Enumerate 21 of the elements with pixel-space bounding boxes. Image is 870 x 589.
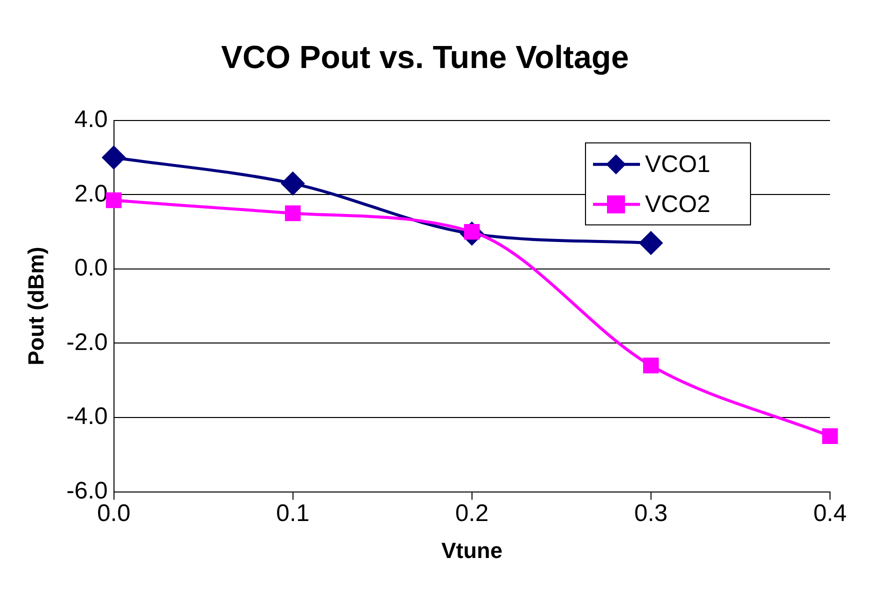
x-axis-title: Vtune — [441, 538, 502, 563]
point — [102, 146, 126, 170]
x-tick-label: 0.2 — [455, 500, 489, 527]
point — [639, 231, 662, 254]
x-tick-label: 0.3 — [634, 500, 668, 527]
y-tick-label: 2.0 — [74, 180, 108, 208]
x-tick-label: 0.4 — [813, 500, 847, 527]
point — [643, 358, 659, 374]
y-tick-label: 4.0 — [74, 106, 108, 134]
y-tick-label: -2.0 — [66, 328, 108, 356]
x-tick-label: 0.1 — [276, 500, 310, 527]
point — [284, 205, 301, 222]
point — [281, 172, 304, 196]
legend-label: VCO2 — [645, 191, 710, 218]
chart-title: VCO Pout vs. Tune Voltage — [221, 39, 629, 76]
legend-label: VCO1 — [645, 151, 710, 178]
y-tick-label: -4.0 — [66, 403, 108, 430]
point — [822, 428, 838, 444]
y-tick-label: 0.0 — [74, 254, 108, 282]
point — [106, 192, 122, 208]
y-axis-title: Pout (dBm) — [23, 246, 48, 366]
